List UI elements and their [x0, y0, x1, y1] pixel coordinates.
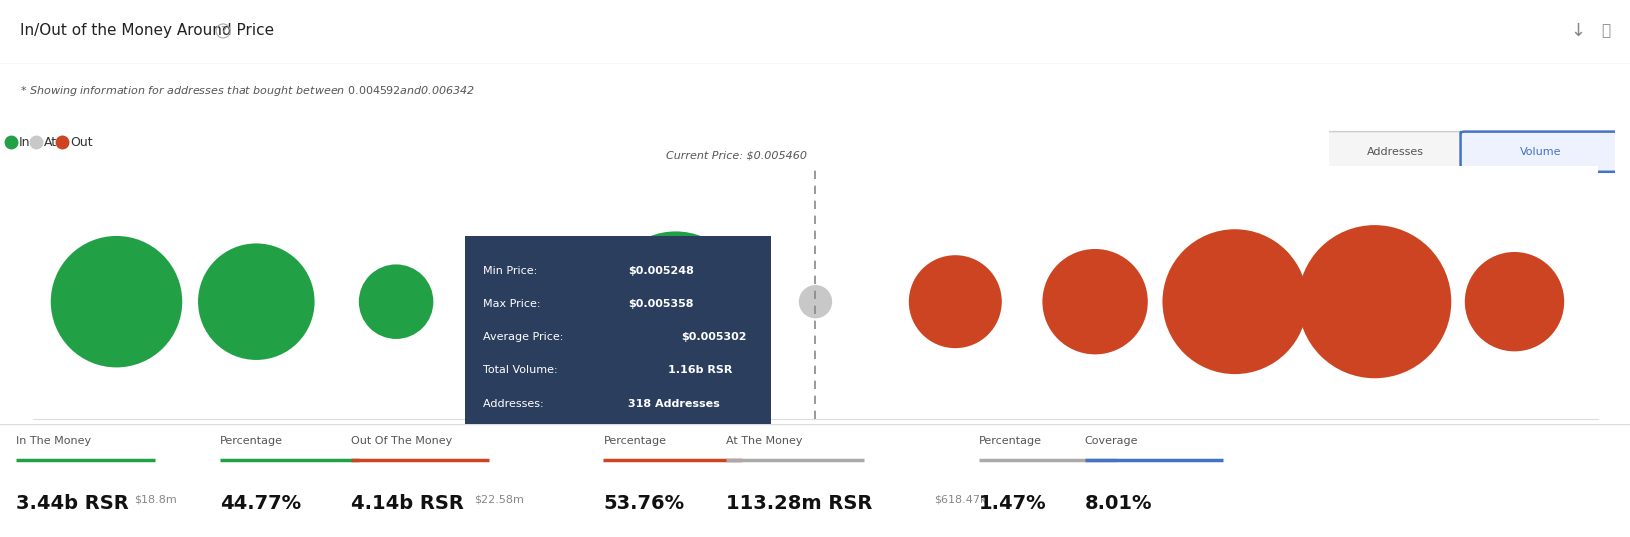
- Text: Addresses:: Addresses:: [482, 400, 548, 410]
- Text: 8.01%: 8.01%: [1084, 494, 1151, 513]
- Point: [103, 297, 129, 306]
- Point: [1221, 297, 1247, 306]
- Text: $18.8m: $18.8m: [134, 494, 176, 504]
- Text: $618.47k: $618.47k: [934, 494, 986, 504]
- Text: Min Price:: Min Price:: [482, 266, 541, 276]
- Point: [1081, 297, 1107, 306]
- Text: Percentage: Percentage: [978, 436, 1042, 446]
- Point: [802, 297, 828, 306]
- Text: ⛶: ⛶: [1601, 24, 1610, 39]
- Point: [662, 297, 688, 306]
- Point: [243, 297, 269, 306]
- Text: Out: Out: [70, 136, 93, 149]
- Text: $22.58m: $22.58m: [474, 494, 525, 504]
- Text: 3.44b RSR: 3.44b RSR: [16, 494, 129, 513]
- Text: Average Price:: Average Price:: [482, 332, 567, 342]
- Text: $0.005358: $0.005358: [628, 299, 693, 309]
- FancyBboxPatch shape: [1459, 132, 1619, 172]
- Text: Volume: Volume: [1519, 147, 1560, 157]
- Text: 4.14b RSR: 4.14b RSR: [350, 494, 463, 513]
- Text: Total Volume:: Total Volume:: [482, 365, 561, 375]
- Polygon shape: [562, 430, 673, 455]
- Text: At: At: [44, 136, 57, 149]
- Text: 1.47%: 1.47%: [978, 494, 1045, 513]
- Text: 53.76%: 53.76%: [603, 494, 685, 513]
- Text: In/Out of the Money Around Price: In/Out of the Money Around Price: [20, 24, 274, 39]
- FancyBboxPatch shape: [1322, 132, 1465, 172]
- Text: Coverage: Coverage: [1084, 436, 1138, 446]
- Text: Current Price: $0.005460: Current Price: $0.005460: [665, 151, 807, 161]
- Text: Percentage: Percentage: [603, 436, 667, 446]
- Point: [942, 297, 968, 306]
- Point: [1361, 297, 1387, 306]
- Text: Max Price:: Max Price:: [482, 299, 544, 309]
- Text: Out Of The Money: Out Of The Money: [350, 436, 452, 446]
- Text: * Showing information for addresses that bought between $0.004592 and $0.006342: * Showing information for addresses that…: [20, 84, 474, 98]
- Text: $0.005302: $0.005302: [681, 332, 747, 342]
- Point: [383, 297, 409, 306]
- Text: 1.16b RSR: 1.16b RSR: [667, 365, 732, 375]
- Point: [523, 297, 549, 306]
- Text: Percentage: Percentage: [220, 436, 284, 446]
- Text: 113.28m RSR: 113.28m RSR: [725, 494, 872, 513]
- Text: In The Money: In The Money: [16, 436, 91, 446]
- Text: In: In: [18, 136, 31, 149]
- Text: $0.005248: $0.005248: [628, 266, 694, 276]
- Text: ↓: ↓: [1570, 22, 1584, 40]
- Text: Addresses: Addresses: [1366, 147, 1423, 157]
- Text: 318 Addresses: 318 Addresses: [628, 400, 719, 410]
- Point: [1501, 297, 1527, 306]
- Text: At The Money: At The Money: [725, 436, 802, 446]
- Text: ?: ?: [220, 26, 227, 36]
- Text: 44.77%: 44.77%: [220, 494, 302, 513]
